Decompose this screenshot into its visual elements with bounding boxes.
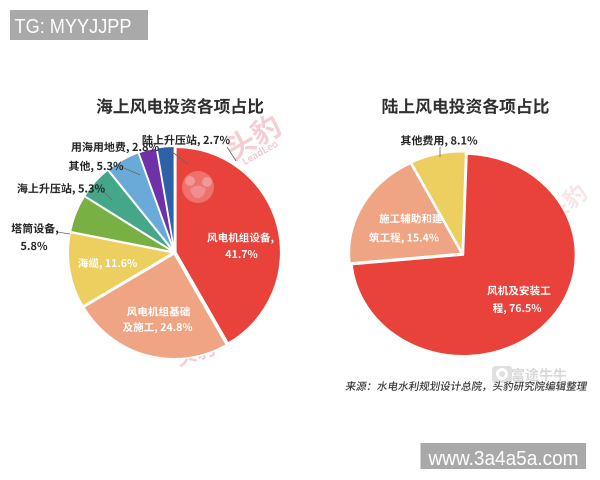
svg-text:www.3a4a5a.com: www.3a4a5a.com	[428, 448, 579, 470]
svg-text:TG: MYYJJPP: TG: MYYJJPP	[15, 15, 132, 38]
